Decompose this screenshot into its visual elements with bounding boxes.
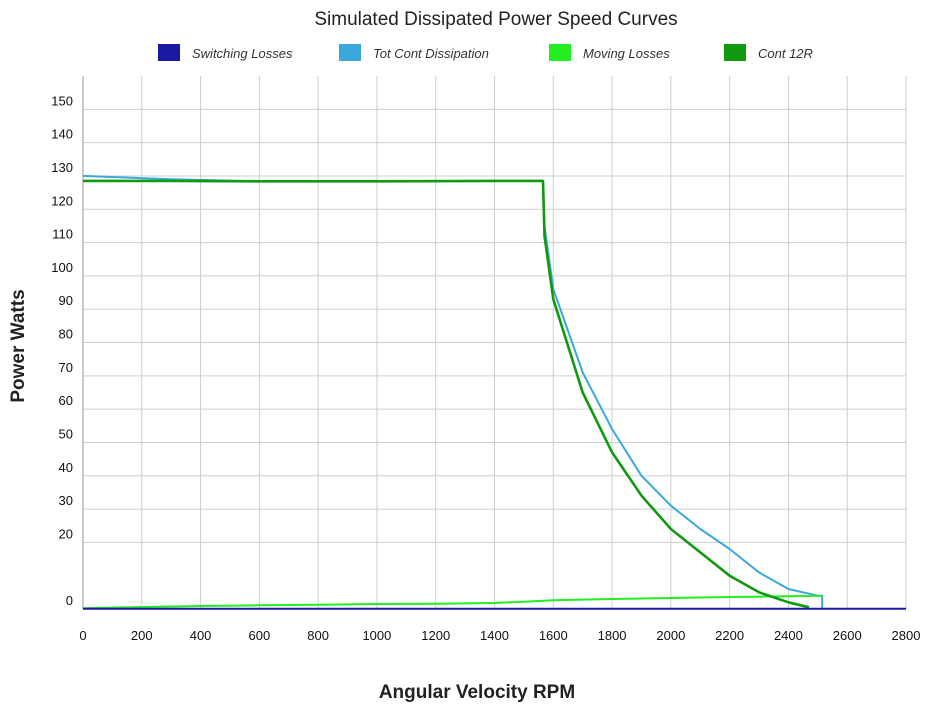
y-tick-label: 40	[59, 460, 73, 475]
y-tick-label: 130	[51, 160, 73, 175]
x-tick-label: 2600	[833, 628, 862, 643]
x-tick-label: 1800	[598, 628, 627, 643]
legend-swatch	[339, 44, 361, 61]
chart-title: Simulated Dissipated Power Speed Curves	[314, 9, 677, 30]
y-tick-labels: 0 20 30 40 50 60 70 80 90 100 110 120 130 140 150	[51, 93, 73, 608]
y-tick-label: 70	[59, 360, 73, 375]
y-tick-label: 120	[51, 193, 73, 208]
x-tick-label: 2000	[656, 628, 685, 643]
x-tick-label: 1200	[421, 628, 450, 643]
legend-label: Moving Losses	[583, 46, 670, 61]
y-tick-label: 90	[59, 293, 73, 308]
legend: Switching Losses Tot Cont Dissipation Movi…	[158, 44, 813, 61]
x-axis-title: Angular Velocity RPM	[379, 682, 575, 703]
x-tick-label: 600	[249, 628, 271, 643]
series-line-cont-12r	[83, 179, 810, 609]
y-tick-label: 80	[59, 327, 73, 342]
legend-swatch	[158, 44, 180, 61]
legend-label: Switching Losses	[192, 46, 293, 61]
x-tick-label: 1000	[362, 628, 391, 643]
y-tick-label: 50	[59, 426, 73, 441]
x-tick-label: 800	[307, 628, 329, 643]
series-layer	[82, 174, 906, 610]
x-tick-labels: 0 200 400 600 800 1000 1200 1400 1600 1800 2000 220…	[79, 628, 920, 643]
y-tick-label: 30	[59, 493, 73, 508]
legend-swatch	[724, 44, 746, 61]
legend-label: Tot Cont Dissipation	[373, 46, 489, 61]
series-line-tot-cont-dissipation	[82, 174, 824, 609]
x-tick-label: 2200	[715, 628, 744, 643]
y-tick-label: 20	[59, 526, 73, 541]
y-tick-label: 140	[51, 127, 73, 142]
y-tick-label: 150	[51, 93, 73, 108]
x-tick-label: 200	[131, 628, 153, 643]
x-tick-label: 1400	[480, 628, 509, 643]
y-tick-label: 0	[66, 593, 73, 608]
series-line-moving-losses	[82, 594, 823, 610]
x-tick-label: 1600	[539, 628, 568, 643]
grid	[82, 76, 907, 610]
y-tick-label: 100	[51, 260, 73, 275]
y-axis-title: Power Watts	[8, 289, 29, 402]
legend-label: Cont 12R	[758, 46, 813, 61]
x-tick-label: 400	[190, 628, 212, 643]
x-tick-label: 0	[79, 628, 86, 643]
x-tick-label: 2800	[892, 628, 921, 643]
legend-swatch	[549, 44, 571, 61]
y-tick-label: 60	[59, 393, 73, 408]
y-tick-label: 110	[52, 227, 73, 242]
x-tick-label: 2400	[774, 628, 803, 643]
